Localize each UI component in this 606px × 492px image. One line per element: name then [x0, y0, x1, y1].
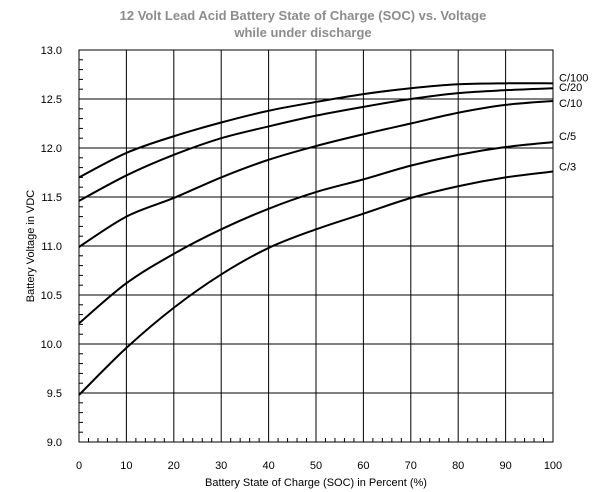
- y-tick-label: 12.5: [41, 94, 62, 106]
- x-axis-label: Battery State of Charge (SOC) in Percent…: [205, 477, 427, 489]
- x-tick-labels: 0 10 20 30 40 50 60 70 80 90 100: [76, 460, 562, 472]
- x-tick-label: 90: [499, 460, 511, 472]
- series-label-c-3: C/3: [559, 162, 576, 174]
- series-line-c-3: [78, 170, 554, 396]
- chart-subtitle: while under discharge: [234, 25, 372, 40]
- y-tick-label: 11.0: [41, 241, 62, 253]
- y-tick-label: 10.5: [41, 290, 62, 302]
- y-tick-labels: 9.0 9.5 10.0 10.5 11.0 11.5 12.0 12.5 13.0: [41, 45, 62, 449]
- series-label-c-100: C/100: [559, 72, 588, 84]
- y-tick-label: 12.0: [41, 143, 62, 155]
- series-line-c-100: [78, 82, 554, 179]
- y-tick-label: 13.0: [41, 45, 62, 57]
- x-tick-label: 60: [357, 460, 369, 472]
- y-tick-label: 9.0: [47, 437, 62, 449]
- x-tick-label: 80: [452, 460, 464, 472]
- series-line-c-10: [78, 99, 554, 248]
- x-tick-label: 30: [215, 460, 227, 472]
- minor-ticks: [79, 59, 545, 442]
- x-tick-label: 20: [168, 460, 180, 472]
- x-tick-label: 40: [262, 460, 274, 472]
- series-lines: [78, 82, 554, 396]
- x-tick-label: 50: [310, 460, 322, 472]
- y-tick-label: 10.0: [41, 339, 62, 351]
- x-tick-label: 100: [544, 460, 562, 472]
- series-label-c-10: C/10: [559, 98, 582, 110]
- x-tick-label: 10: [120, 460, 132, 472]
- y-tick-label: 11.5: [41, 192, 62, 204]
- series-label-c-5: C/5: [559, 131, 576, 143]
- series-line-c-20: [78, 87, 554, 202]
- series-label-c-20: C/20: [559, 82, 582, 94]
- x-tick-label: 70: [405, 460, 417, 472]
- x-tick-label: 0: [76, 460, 82, 472]
- y-axis-label: Battery Voltage in VDC: [25, 190, 37, 303]
- series-line-c-5: [78, 141, 554, 325]
- chart-title: 12 Volt Lead Acid Battery State of Charg…: [119, 8, 487, 23]
- y-tick-label: 9.5: [47, 388, 62, 400]
